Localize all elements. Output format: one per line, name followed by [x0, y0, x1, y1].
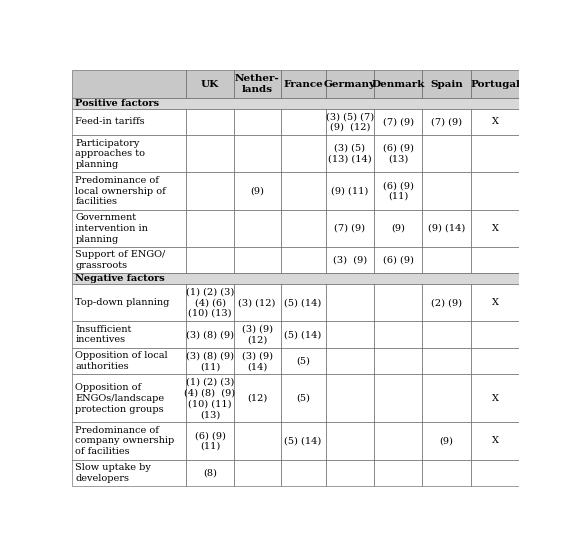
- Bar: [325, 172, 374, 210]
- Bar: [234, 284, 280, 321]
- Bar: [325, 210, 374, 247]
- Bar: [374, 375, 422, 423]
- Bar: [325, 348, 374, 375]
- Bar: [422, 135, 471, 172]
- Text: (9): (9): [391, 224, 405, 233]
- Bar: [186, 172, 234, 210]
- Bar: [72, 210, 186, 247]
- Bar: [72, 71, 186, 98]
- Bar: [280, 375, 325, 423]
- Text: (3) (9)
(12): (3) (9) (12): [242, 325, 273, 344]
- Bar: [234, 135, 280, 172]
- Bar: [72, 247, 186, 273]
- Bar: [325, 71, 374, 98]
- Bar: [280, 109, 325, 135]
- Bar: [471, 321, 519, 348]
- Text: Feed-in tariffs: Feed-in tariffs: [75, 117, 145, 126]
- Text: (5) (14): (5) (14): [284, 330, 322, 339]
- Bar: [374, 172, 422, 210]
- Bar: [325, 135, 374, 172]
- Bar: [72, 135, 186, 172]
- Text: X: X: [492, 298, 499, 307]
- Bar: [186, 348, 234, 375]
- Bar: [280, 71, 325, 98]
- Bar: [471, 348, 519, 375]
- Bar: [280, 460, 325, 486]
- Text: (9) (11): (9) (11): [331, 187, 368, 196]
- Bar: [186, 423, 234, 460]
- Bar: [72, 423, 186, 460]
- Bar: [234, 460, 280, 486]
- Bar: [374, 321, 422, 348]
- Text: Opposition of local
authorities: Opposition of local authorities: [75, 352, 168, 371]
- Text: France: France: [283, 80, 323, 89]
- Bar: [325, 109, 374, 135]
- Text: (3) (12): (3) (12): [238, 298, 276, 307]
- Bar: [72, 348, 186, 375]
- Bar: [471, 71, 519, 98]
- Text: Top-down planning: Top-down planning: [75, 298, 170, 307]
- Bar: [374, 210, 422, 247]
- Bar: [234, 71, 280, 98]
- Bar: [422, 247, 471, 273]
- Bar: [471, 210, 519, 247]
- Bar: [471, 460, 519, 486]
- Bar: [422, 321, 471, 348]
- Text: UK: UK: [201, 80, 219, 89]
- Bar: [325, 247, 374, 273]
- Text: Insufficient
incentives: Insufficient incentives: [75, 325, 132, 344]
- Bar: [186, 71, 234, 98]
- Bar: [186, 460, 234, 486]
- Bar: [72, 375, 186, 423]
- Bar: [422, 71, 471, 98]
- Bar: [374, 109, 422, 135]
- Text: Predominance of
local ownership of
facilities: Predominance of local ownership of facil…: [75, 176, 166, 206]
- Text: X: X: [492, 436, 499, 445]
- Text: (3) (8) (9)
(11): (3) (8) (9) (11): [186, 352, 234, 371]
- Text: X: X: [492, 394, 499, 403]
- Text: (9) (14): (9) (14): [428, 224, 465, 233]
- Bar: [374, 460, 422, 486]
- Bar: [72, 321, 186, 348]
- Bar: [325, 284, 374, 321]
- Bar: [471, 109, 519, 135]
- Bar: [280, 284, 325, 321]
- Bar: [72, 98, 519, 109]
- Text: Negative factors: Negative factors: [75, 274, 165, 283]
- Text: Support of ENGO/
grassroots: Support of ENGO/ grassroots: [75, 250, 166, 270]
- Text: (9): (9): [250, 187, 264, 196]
- Text: (5) (14): (5) (14): [284, 298, 322, 307]
- Text: Spain: Spain: [430, 80, 463, 89]
- Text: (7) (9): (7) (9): [383, 117, 414, 126]
- Bar: [186, 210, 234, 247]
- Text: Denmark: Denmark: [372, 80, 425, 89]
- Bar: [374, 135, 422, 172]
- Text: Nether-
lands: Nether- lands: [235, 74, 279, 94]
- Bar: [234, 109, 280, 135]
- Bar: [325, 375, 374, 423]
- Bar: [471, 172, 519, 210]
- Text: (7) (9): (7) (9): [334, 224, 365, 233]
- Text: Positive factors: Positive factors: [75, 99, 159, 108]
- Bar: [234, 321, 280, 348]
- Text: (1) (2) (3)
(4) (8)  (9)
(10) (11)
(13): (1) (2) (3) (4) (8) (9) (10) (11) (13): [185, 378, 235, 419]
- Text: (8): (8): [203, 468, 217, 477]
- Bar: [72, 460, 186, 486]
- Text: (6) (9): (6) (9): [383, 256, 414, 264]
- Bar: [374, 284, 422, 321]
- Text: Predominance of
company ownership
of facilities: Predominance of company ownership of fac…: [75, 426, 174, 456]
- Text: Portugal: Portugal: [470, 80, 520, 89]
- Text: (7) (9): (7) (9): [431, 117, 462, 126]
- Bar: [280, 210, 325, 247]
- Bar: [325, 321, 374, 348]
- Text: (3) (8) (9): (3) (8) (9): [186, 330, 234, 339]
- Bar: [471, 375, 519, 423]
- Bar: [374, 247, 422, 273]
- Text: Slow uptake by
developers: Slow uptake by developers: [75, 463, 151, 483]
- Bar: [186, 247, 234, 273]
- Bar: [186, 375, 234, 423]
- Text: (3) (9)
(14): (3) (9) (14): [242, 352, 273, 371]
- Bar: [374, 348, 422, 375]
- Text: (6) (9)
(11): (6) (9) (11): [194, 431, 226, 451]
- Bar: [325, 460, 374, 486]
